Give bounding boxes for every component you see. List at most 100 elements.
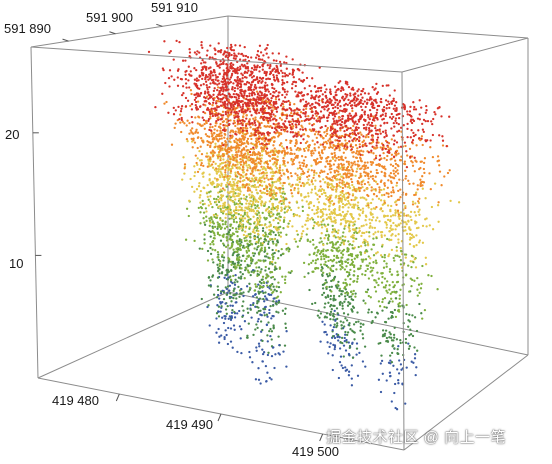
data-point	[346, 275, 350, 278]
data-point	[220, 134, 223, 137]
data-point	[331, 141, 334, 144]
data-point	[295, 113, 299, 116]
data-point	[368, 183, 371, 186]
data-point	[223, 132, 226, 136]
data-point	[345, 160, 349, 163]
data-point	[199, 222, 202, 225]
data-point	[184, 70, 187, 73]
data-point	[351, 292, 354, 296]
data-point	[219, 127, 222, 130]
data-point	[338, 294, 341, 298]
data-point	[359, 131, 362, 134]
data-point	[319, 156, 322, 159]
data-point	[359, 196, 362, 199]
data-point	[431, 228, 435, 231]
data-point	[263, 71, 266, 75]
data-point	[272, 174, 275, 177]
data-point	[387, 100, 390, 103]
data-point	[422, 130, 425, 134]
data-point	[339, 268, 342, 271]
data-point	[228, 296, 232, 300]
data-point	[276, 240, 279, 243]
data-point	[224, 118, 228, 121]
data-point	[208, 135, 211, 138]
data-point	[330, 264, 334, 268]
data-point	[279, 182, 282, 185]
data-point	[239, 271, 242, 274]
data-point	[318, 223, 321, 226]
data-point	[331, 188, 334, 191]
data-point	[325, 255, 328, 258]
data-point	[338, 204, 341, 208]
data-point	[243, 83, 246, 86]
data-point	[244, 133, 247, 136]
data-point	[373, 285, 377, 289]
data-point	[368, 142, 371, 145]
data-point	[195, 161, 198, 165]
data-point	[387, 317, 390, 320]
data-point	[331, 246, 334, 249]
data-point	[330, 285, 333, 288]
data-point	[226, 46, 229, 50]
data-point	[310, 106, 313, 109]
data-point	[372, 115, 375, 118]
data-point	[384, 129, 387, 132]
data-point	[240, 152, 243, 155]
data-point	[330, 220, 333, 223]
data-point	[329, 258, 332, 262]
data-point	[200, 161, 203, 165]
data-point	[186, 140, 189, 143]
data-point	[337, 119, 340, 122]
data-point	[196, 100, 200, 103]
data-point	[429, 139, 432, 142]
data-point	[399, 222, 402, 225]
data-point	[215, 185, 218, 189]
data-point	[315, 136, 318, 140]
data-point	[319, 263, 323, 266]
data-point	[242, 161, 245, 164]
data-point	[217, 150, 221, 154]
data-point	[198, 167, 201, 171]
data-point	[226, 304, 229, 308]
data-point	[328, 183, 331, 187]
data-point	[347, 160, 350, 164]
data-point	[201, 46, 204, 49]
data-point	[341, 142, 344, 146]
data-point	[218, 132, 222, 135]
data-point	[314, 261, 317, 265]
data-point	[412, 244, 415, 248]
data-point	[219, 104, 223, 107]
data-point	[340, 324, 343, 327]
data-point	[345, 341, 348, 344]
data-point	[287, 99, 290, 103]
data-point	[414, 202, 417, 205]
data-point	[222, 259, 225, 262]
data-point	[346, 210, 349, 213]
data-point	[298, 180, 301, 184]
data-point	[243, 237, 246, 240]
data-point	[351, 247, 354, 250]
data-point	[202, 110, 205, 114]
data-point	[386, 218, 390, 222]
data-point	[239, 80, 243, 83]
data-point	[387, 142, 391, 145]
data-point	[240, 203, 244, 206]
data-point	[413, 353, 417, 356]
data-point	[243, 246, 246, 249]
data-point	[243, 186, 247, 189]
data-point	[230, 74, 233, 77]
data-point	[291, 195, 294, 198]
data-point	[205, 155, 209, 158]
data-point	[361, 108, 364, 112]
data-point	[350, 235, 353, 238]
data-point	[277, 285, 281, 289]
data-point	[219, 290, 223, 293]
data-point	[380, 157, 383, 160]
data-point	[340, 134, 344, 138]
data-point	[208, 200, 212, 203]
data-point	[325, 213, 328, 216]
data-point	[250, 262, 253, 265]
data-point	[261, 229, 265, 233]
data-point	[388, 284, 391, 287]
data-point	[396, 254, 399, 257]
